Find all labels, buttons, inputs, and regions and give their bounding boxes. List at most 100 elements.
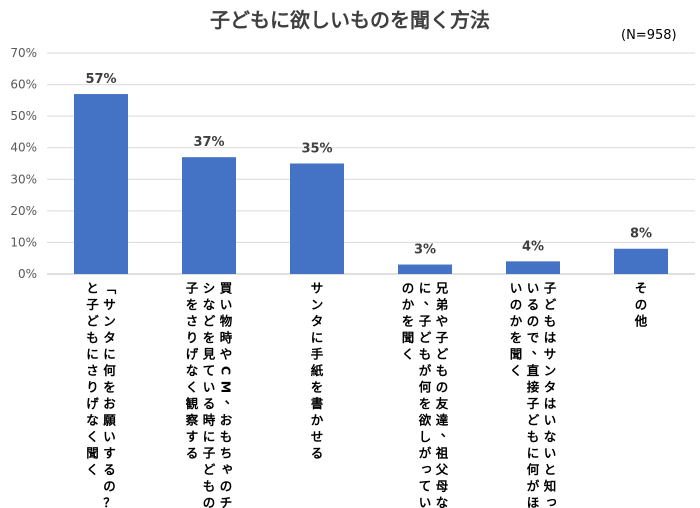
category-char: か bbox=[311, 413, 324, 428]
category-char: を bbox=[419, 396, 432, 411]
category-char: の bbox=[635, 297, 648, 312]
y-tick-label: 50% bbox=[10, 109, 37, 123]
category-char: と bbox=[86, 281, 99, 296]
category-char: 子 bbox=[186, 281, 199, 296]
data-label: 57% bbox=[85, 72, 116, 87]
category-char: 聞 bbox=[402, 330, 415, 345]
category-char: タ bbox=[311, 314, 324, 329]
category-char: ち bbox=[220, 446, 233, 461]
category-char: か bbox=[510, 314, 523, 329]
category-char: が bbox=[419, 446, 432, 461]
category-char: 物 bbox=[220, 314, 233, 329]
bar bbox=[74, 94, 128, 275]
bar bbox=[290, 163, 344, 274]
category-char: ど bbox=[419, 330, 432, 345]
category-char: 達 bbox=[436, 413, 449, 428]
category-char: ン bbox=[311, 297, 324, 312]
category-char: 時 bbox=[220, 330, 233, 345]
category-char: な bbox=[203, 297, 216, 312]
category-char: に bbox=[203, 429, 216, 444]
category-char: と bbox=[544, 462, 557, 477]
category-char: り bbox=[86, 380, 99, 395]
category-char: シ bbox=[203, 281, 216, 296]
category-char: C bbox=[219, 366, 234, 375]
category-char: い bbox=[544, 413, 557, 428]
category-char: な bbox=[86, 413, 99, 428]
data-label: 4% bbox=[522, 239, 544, 254]
category-char: お bbox=[103, 396, 116, 411]
category-char: 子 bbox=[544, 281, 557, 296]
category-char: に bbox=[419, 281, 432, 296]
category-char: 買 bbox=[220, 281, 233, 296]
category-char: 直 bbox=[527, 363, 540, 378]
y-tick-label: 0% bbox=[18, 267, 37, 281]
category-char: 子 bbox=[419, 314, 432, 329]
category-char: ほ bbox=[527, 495, 540, 508]
category-char: タ bbox=[103, 330, 116, 345]
category-char: の bbox=[527, 314, 540, 329]
category-label: その他 bbox=[634, 281, 648, 329]
category-char: 聞 bbox=[510, 347, 523, 362]
category-char: ゃ bbox=[221, 461, 234, 476]
category-char: を bbox=[402, 314, 415, 329]
category-char: に bbox=[103, 347, 116, 362]
category-char: 子 bbox=[86, 297, 99, 312]
category-char: ど bbox=[86, 314, 99, 329]
category-char: 「 bbox=[102, 282, 117, 295]
category-char: 他 bbox=[634, 314, 648, 329]
category-char: く bbox=[186, 380, 199, 395]
category-char: を bbox=[510, 330, 523, 345]
x-axis: 「サンタに何をお願いするの？」と子どもにさりげなく聞く買い物時やCM、おもちゃの… bbox=[86, 281, 648, 508]
category-char: の bbox=[103, 479, 116, 494]
category-char: は bbox=[544, 330, 557, 345]
category-char: は bbox=[544, 396, 557, 411]
category-char: っ bbox=[545, 494, 558, 508]
category-char: て bbox=[419, 479, 432, 494]
category-char: る bbox=[203, 396, 216, 411]
category-char: の bbox=[203, 495, 216, 508]
category-char: 何 bbox=[103, 363, 116, 378]
category-char: 見 bbox=[202, 347, 216, 362]
category-char: 紙 bbox=[311, 363, 324, 378]
category-char: す bbox=[186, 429, 199, 444]
category-char: 書 bbox=[311, 396, 324, 411]
category-char: 母 bbox=[436, 479, 449, 494]
category-char: ど bbox=[203, 462, 216, 477]
category-char: M bbox=[219, 381, 234, 393]
category-char: い bbox=[203, 380, 216, 395]
category-char: る bbox=[186, 446, 199, 461]
category-char: ど bbox=[527, 413, 540, 428]
category-char: く bbox=[510, 363, 523, 378]
data-label: 8% bbox=[630, 227, 652, 242]
y-tick-label: 70% bbox=[10, 46, 37, 60]
category-char: る bbox=[103, 462, 116, 477]
category-char: の bbox=[402, 281, 415, 296]
category-char: ど bbox=[544, 297, 557, 312]
category-char: り bbox=[186, 330, 199, 345]
category-char: に bbox=[86, 347, 99, 362]
category-char: い bbox=[527, 281, 540, 296]
category-char: タ bbox=[544, 380, 557, 395]
category-char: 願 bbox=[102, 413, 116, 428]
category-char: 接 bbox=[527, 380, 540, 395]
category-char: 知 bbox=[543, 479, 557, 494]
category-char: お bbox=[220, 413, 233, 428]
category-char: 手 bbox=[311, 347, 324, 362]
category-char: 祖 bbox=[435, 446, 449, 461]
category-char: も bbox=[436, 363, 449, 378]
category-char: さ bbox=[186, 314, 199, 329]
category-char: 子 bbox=[203, 446, 216, 461]
category-char: の bbox=[510, 297, 523, 312]
category-char: 何 bbox=[527, 462, 540, 477]
y-tick-label: 60% bbox=[10, 78, 37, 92]
category-char: な bbox=[436, 495, 449, 508]
y-tick-label: 20% bbox=[10, 204, 37, 218]
sample-size-note: (N=958) bbox=[621, 28, 677, 43]
chart-title: 子どもに欲しいものを聞く方法 bbox=[210, 8, 490, 32]
category-char: を bbox=[103, 380, 116, 395]
bar bbox=[398, 264, 452, 274]
category-char: 子 bbox=[527, 396, 540, 411]
category-char: な bbox=[544, 429, 557, 444]
category-label: 買い物時やCM、おもちゃのチラシなどを見ている時に子どもの様子をさりげなく観察す… bbox=[186, 281, 238, 508]
